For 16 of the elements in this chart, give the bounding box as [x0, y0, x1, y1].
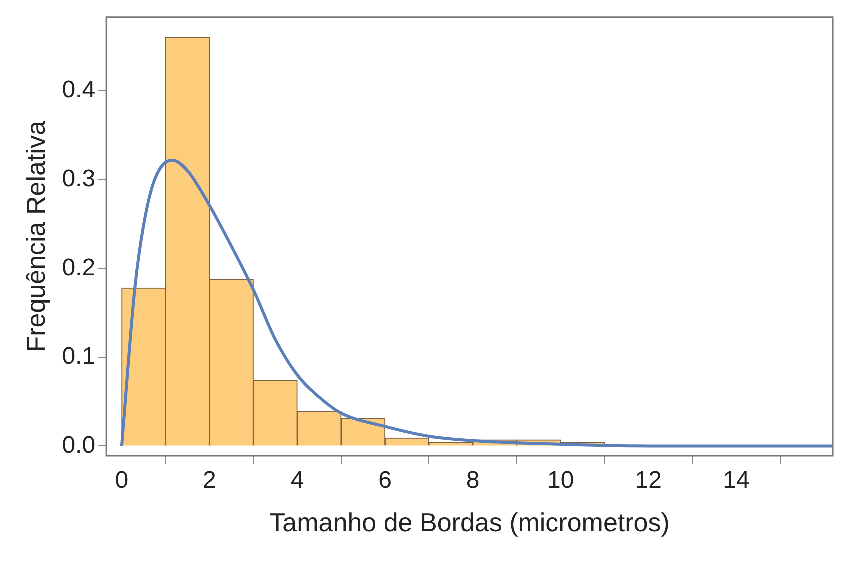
y-tick-label: 0.0: [62, 432, 96, 459]
x-tick-label: 2: [203, 467, 216, 494]
x-tick-label: 10: [548, 467, 574, 494]
x-tick-label: 12: [635, 467, 662, 494]
x-tick-label: 0: [115, 467, 129, 494]
line-series: [120, 158, 833, 448]
y-axis-title: Frequência Relativa: [20, 120, 51, 352]
x-tick-label: 6: [378, 467, 392, 494]
y-tick-label: 0.2: [62, 254, 96, 282]
x-tick-label: 14: [723, 467, 750, 494]
x-tick-label: 4: [290, 467, 304, 494]
x-tick-label: 8: [466, 467, 480, 494]
y-tick-label: 0.3: [62, 166, 96, 192]
y-tick-label: 0.4: [62, 76, 96, 104]
y-tick-label: 0.1: [62, 343, 96, 370]
x-axis-title: Tamanho de Bordas (micrometros): [270, 508, 670, 538]
